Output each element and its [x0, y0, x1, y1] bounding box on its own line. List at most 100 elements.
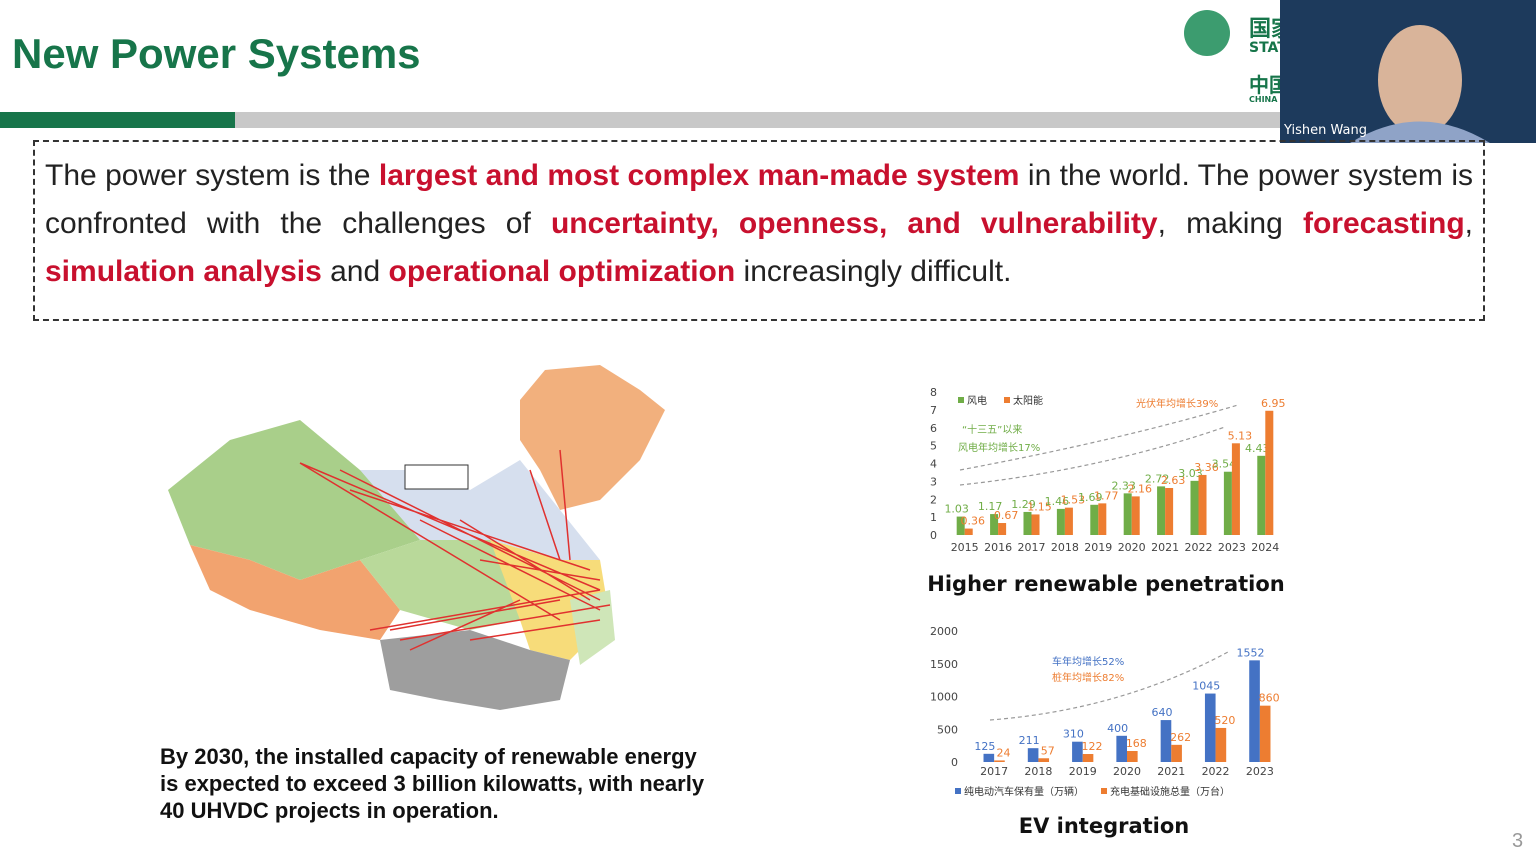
y-tick-label: 1: [930, 511, 937, 524]
annotation: 车年均增长52%: [1052, 655, 1124, 668]
bar: [1090, 504, 1099, 535]
bar: [994, 760, 1005, 762]
bar: [990, 514, 999, 535]
x-tick-label: 2019: [1069, 765, 1097, 778]
bar: [998, 523, 1007, 535]
value-label: 640: [1151, 706, 1172, 719]
value-label: 211: [1019, 734, 1040, 747]
trend-line: [959, 404, 1239, 471]
map-region: [190, 545, 400, 640]
value-label: 6.95: [1261, 397, 1286, 410]
value-label: 5.13: [1228, 429, 1253, 442]
bar: [1064, 507, 1073, 535]
value-label: 2.63: [1161, 474, 1186, 487]
legend-swatch: [1004, 397, 1010, 403]
bar: [956, 516, 965, 535]
intro-box: The power system is the largest and most…: [33, 140, 1485, 321]
x-tick-label: 2020: [1118, 541, 1146, 554]
value-label: 520: [1214, 714, 1235, 727]
value-label: 122: [1082, 740, 1103, 753]
bar: [1116, 735, 1127, 762]
legend-swatch: [958, 397, 964, 403]
value-label: 860: [1259, 692, 1280, 705]
body-text: and: [321, 255, 389, 288]
legend-label: 太阳能: [1013, 394, 1043, 407]
y-tick-label: 0: [951, 756, 958, 769]
y-tick-label: 2: [930, 493, 937, 506]
logo-globe: [1184, 10, 1230, 56]
map-region: [570, 590, 615, 665]
x-tick-label: 2021: [1157, 765, 1185, 778]
bar: [983, 753, 995, 762]
value-label: 1552: [1237, 646, 1265, 659]
body-text: increasingly difficult.: [735, 255, 1012, 288]
page-number: 3: [1512, 830, 1524, 852]
emphasis-text: largest and most complex man-made system: [378, 159, 1020, 192]
bar: [1171, 744, 1182, 762]
y-tick-label: 5: [930, 440, 937, 453]
y-tick-label: 500: [937, 723, 958, 736]
bar: [1257, 455, 1266, 535]
video-name: Yishen Wang: [1283, 123, 1367, 138]
x-tick-label: 2015: [951, 541, 979, 554]
x-tick-label: 2022: [1202, 765, 1230, 778]
value-label: 1045: [1192, 680, 1220, 693]
china-map: [168, 365, 665, 710]
bar: [1231, 443, 1240, 535]
bar: [1131, 496, 1140, 535]
map-region: [520, 365, 665, 510]
body-text: The power system is the: [45, 159, 379, 192]
value-label: 3.54: [1212, 458, 1237, 471]
x-tick-label: 2023: [1246, 765, 1274, 778]
bar: [1223, 471, 1232, 535]
bar: [1082, 754, 1094, 762]
annotation: 桩年均增长82%: [1052, 671, 1124, 684]
trend-line: [959, 426, 1226, 486]
legend-label: 风电: [967, 394, 987, 407]
x-tick-label: 2021: [1151, 541, 1179, 554]
title-bar-grey: [235, 112, 1280, 128]
y-tick-label: 4: [930, 458, 937, 471]
title-bar-green: [0, 112, 235, 128]
bar: [1038, 758, 1050, 762]
bar: [1157, 486, 1166, 535]
value-label: 1.29: [1011, 498, 1036, 511]
bar: [1056, 508, 1065, 535]
value-label: 1.15: [1027, 500, 1052, 513]
video-shirt: [1350, 121, 1490, 143]
y-tick-label: 6: [930, 422, 937, 435]
bar: [1249, 660, 1260, 762]
value-label: 168: [1126, 737, 1147, 750]
x-tick-label: 2019: [1084, 541, 1112, 554]
map-region: [168, 420, 420, 580]
body-text: ,: [1464, 207, 1474, 240]
annotation: 光伏年均增长39%: [1136, 397, 1218, 410]
y-tick-label: 0: [930, 529, 937, 542]
emphasis-text: forecasting: [1302, 207, 1465, 240]
bar: [1198, 474, 1207, 535]
bar: [1127, 750, 1138, 762]
value-label: 0.36: [960, 515, 985, 528]
value-label: 1.03: [944, 503, 969, 516]
value-label: 1.17: [978, 500, 1003, 513]
bar: [1027, 748, 1039, 762]
bar: [1160, 720, 1172, 762]
map-region: [360, 540, 530, 630]
bar: [1190, 480, 1199, 535]
value-label: 24: [996, 746, 1010, 759]
chart-title: Higher renewable penetration: [927, 572, 1284, 596]
value-label: 3.36: [1194, 461, 1219, 474]
x-tick-label: 2024: [1251, 541, 1279, 554]
bar: [1265, 410, 1274, 535]
value-label: 2.72: [1145, 472, 1170, 485]
bar: [1165, 487, 1174, 535]
value-label: 0.67: [994, 509, 1019, 522]
body-text: in the world. The power system is confro…: [45, 159, 1473, 240]
logo-en2: CHINA: [1249, 95, 1278, 104]
emphasis-text: operational optimization: [388, 255, 736, 288]
bar: [1098, 503, 1107, 535]
x-tick-label: 2018: [1051, 541, 1079, 554]
y-tick-label: 8: [930, 386, 937, 399]
value-label: 125: [974, 740, 995, 753]
